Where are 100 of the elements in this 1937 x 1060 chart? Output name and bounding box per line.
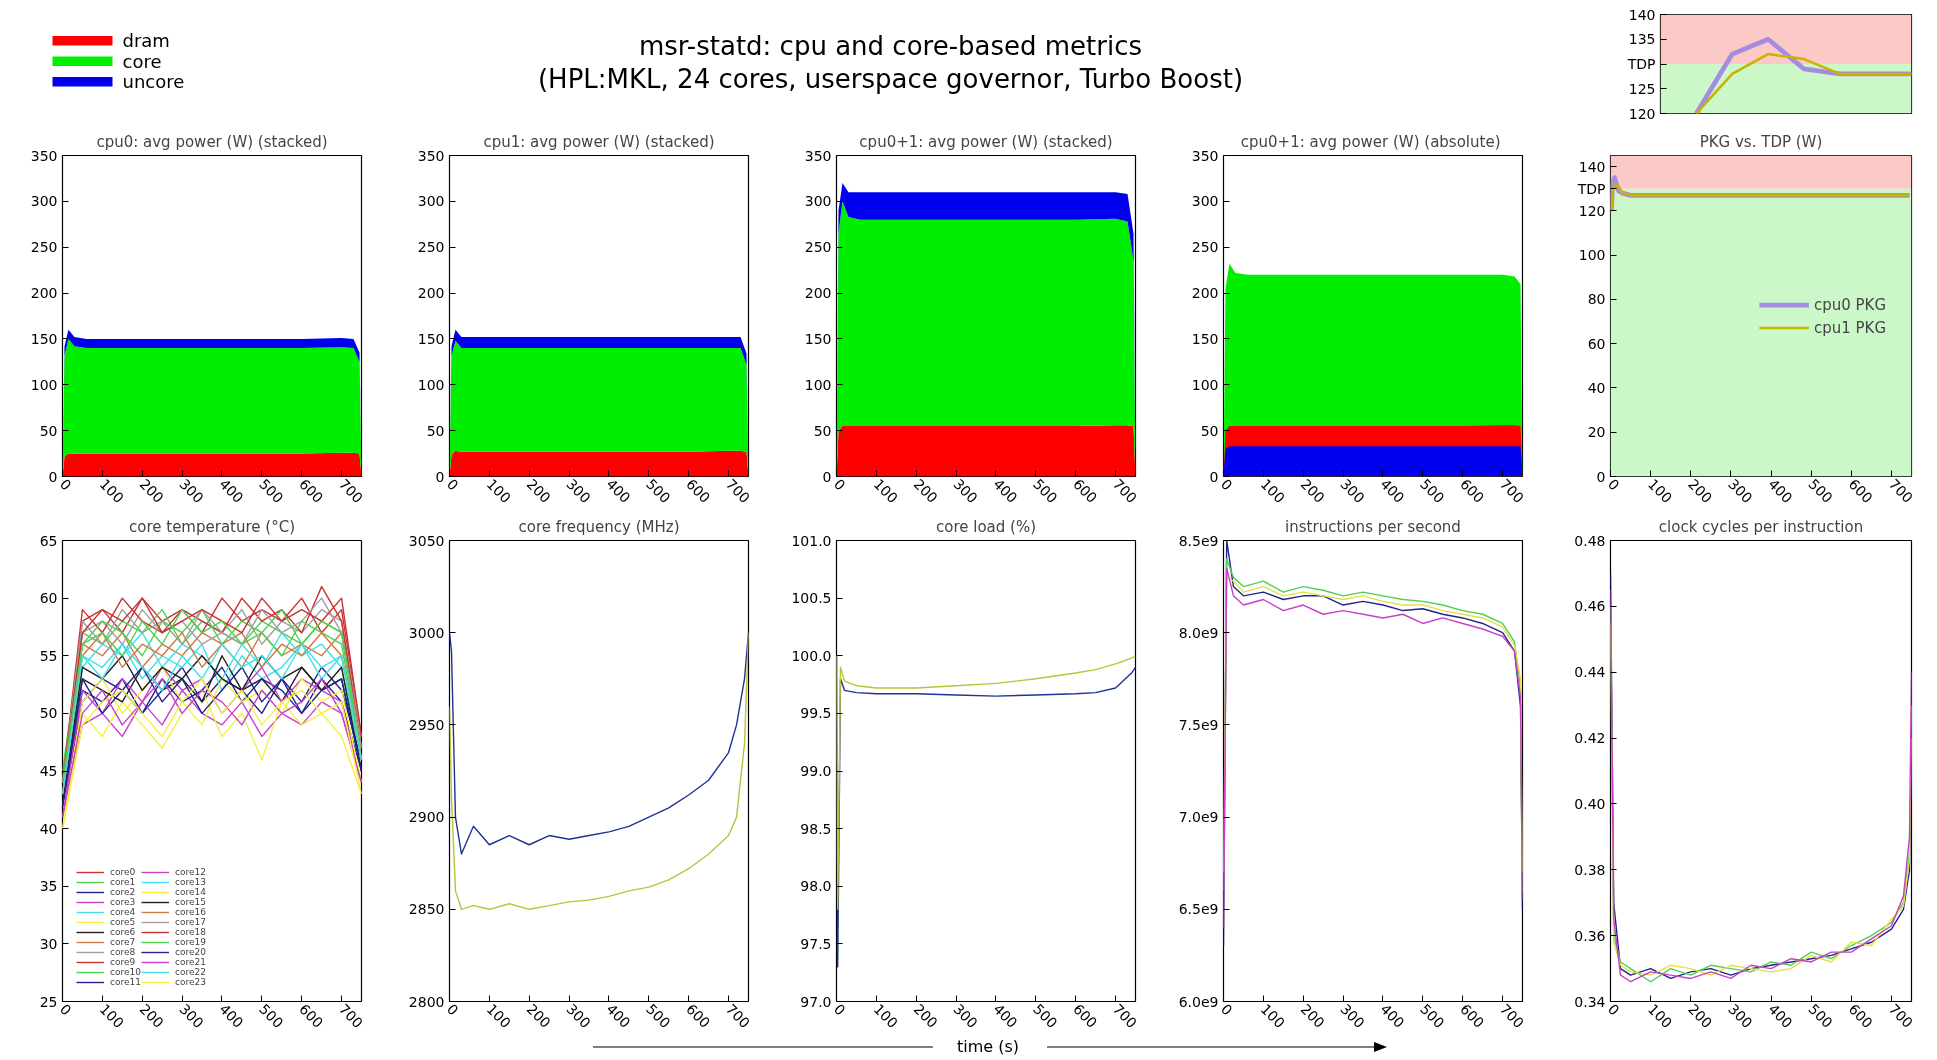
y-tick-label: 100 [804,376,832,393]
y-tick-label: 250 [30,239,58,256]
legend-label: core19 [174,937,206,947]
x-tick-label: 700 [1109,475,1141,507]
legend-label: core16 [174,907,206,917]
x-tick-label: 0 [830,1000,849,1019]
legend-label: core7 [110,937,136,947]
x-tick-label: 700 [1496,1000,1528,1032]
y-tick-label: 200 [30,285,58,302]
x-tick-label: 700 [1496,475,1528,507]
chart-title: PKG vs. TDP (W) [1699,132,1823,151]
y-tick-label: 99.0 [800,763,832,779]
x-tick-label: 200 [1297,1000,1328,1032]
x-tick-label: 0 [1604,475,1623,494]
y-tick-label: 0.38 [1574,861,1606,878]
y-tick-label: 6.5e9 [1178,901,1219,918]
legend-label: core5 [110,917,136,927]
x-tick-label: 500 [1030,475,1061,507]
x-tick-label: 700 [1885,475,1916,507]
y-tick-label: 100.5 [791,590,832,607]
y-tick-label: 55 [39,647,58,664]
y-tick-label: 250 [417,239,445,256]
x-tick-label: 400 [990,1000,1021,1032]
y-tick-label: 99.5 [800,705,832,722]
y-tick-label: 0.42 [1574,730,1606,747]
legend-label: core20 [174,947,206,957]
chart-title: cpu0: avg power (W) (stacked) [96,132,328,151]
x-tick-label: 0 [443,475,462,494]
y-tick-label: 250 [804,239,832,256]
legend-label: core14 [174,887,206,897]
legend-label: uncore [122,71,185,93]
x-tick-label: 300 [1725,1000,1756,1032]
y-tick-label: 2950 [408,716,445,733]
y-tick-label: 350 [417,147,445,164]
legend-label: core8 [110,947,136,957]
x-tick-label: 100 [870,475,901,507]
y-tick-label: 135 [1628,31,1656,48]
chart-title: cpu0+1: avg power (W) (stacked) [859,132,1113,151]
y-tick-label: 0.40 [1574,795,1606,812]
x-tick-label: 500 [643,1000,674,1032]
y-tick-label: 200 [417,285,445,302]
y-tick-label: 40 [1587,379,1606,396]
x-tick-label: 300 [176,475,207,507]
legend-label: cpu1 PKG [1813,318,1886,336]
y-tick-label: 6.0e9 [1178,993,1219,1010]
x-tick-label: 200 [1685,475,1716,507]
legend-label: core6 [110,927,136,937]
y-tick-label: 200 [804,285,832,302]
chart-title: instructions per second [1285,517,1461,536]
x-tick-label: 500 [1805,1000,1836,1032]
x-tick-label: 100 [483,1000,514,1032]
legend-label: core18 [174,927,206,937]
y-tick-label: 97.0 [800,993,832,1010]
y-tick-label: 60 [39,590,58,607]
x-tick-label: 300 [563,475,594,507]
y-tick-label: 3000 [408,624,445,641]
x-tick-label: 400 [216,475,247,507]
y-tick-label: 80 [1587,291,1606,308]
x-tick-label: 400 [990,475,1021,507]
legend-label: core23 [174,977,206,987]
y-tick-label: 0.36 [1574,927,1606,944]
x-tick-label: 600 [1457,1000,1488,1032]
y-tick-label: 100 [1191,376,1219,393]
legend-label: core [122,50,162,72]
x-tick-label: 600 [683,1000,714,1032]
y-tick-label: 350 [30,147,58,164]
y-tick-label: 2850 [408,901,445,918]
y-tick-label: 2800 [408,993,445,1010]
y-tick-label: 35 [39,878,58,895]
chart-title: core frequency (MHz) [518,517,680,536]
x-tick-label: 300 [1337,1000,1368,1032]
x-tick-label: 100 [1257,475,1288,507]
x-tick-label: 500 [643,475,674,507]
legend-label: core10 [110,967,141,977]
legend-label: core9 [110,957,136,967]
y-tick-label: 50 [39,705,58,722]
y-tick-label: 50 [813,422,832,439]
y-tick-label: 300 [1191,193,1219,210]
x-tick-label: 300 [1337,475,1368,507]
x-tick-label: 600 [296,475,327,507]
x-tick-label: 100 [96,475,127,507]
x-tick-label: 100 [870,1000,901,1032]
x-tick-label: 500 [1030,1000,1061,1032]
y-tick-label: 300 [417,193,445,210]
chart-title: clock cycles per instruction [1658,517,1864,536]
x-tick-label: 400 [603,1000,634,1032]
x-tick-label: 300 [950,475,981,507]
x-tick-label: 700 [722,475,754,507]
x-tick-label: 300 [950,1000,981,1032]
legend-label: core4 [110,907,136,917]
y-tick-label: 50 [426,422,445,439]
legend-label: core12 [174,867,206,877]
y-tick-label: 150 [804,330,832,347]
y-tick-label: 350 [804,147,832,164]
x-tick-label: 700 [1885,1000,1916,1032]
y-tick-label: 150 [1191,330,1219,347]
y-tick-label: 98.0 [800,878,832,895]
x-tick-label: 200 [910,475,941,507]
legend-label: core3 [110,897,136,907]
x-tick-label: 700 [335,475,367,507]
